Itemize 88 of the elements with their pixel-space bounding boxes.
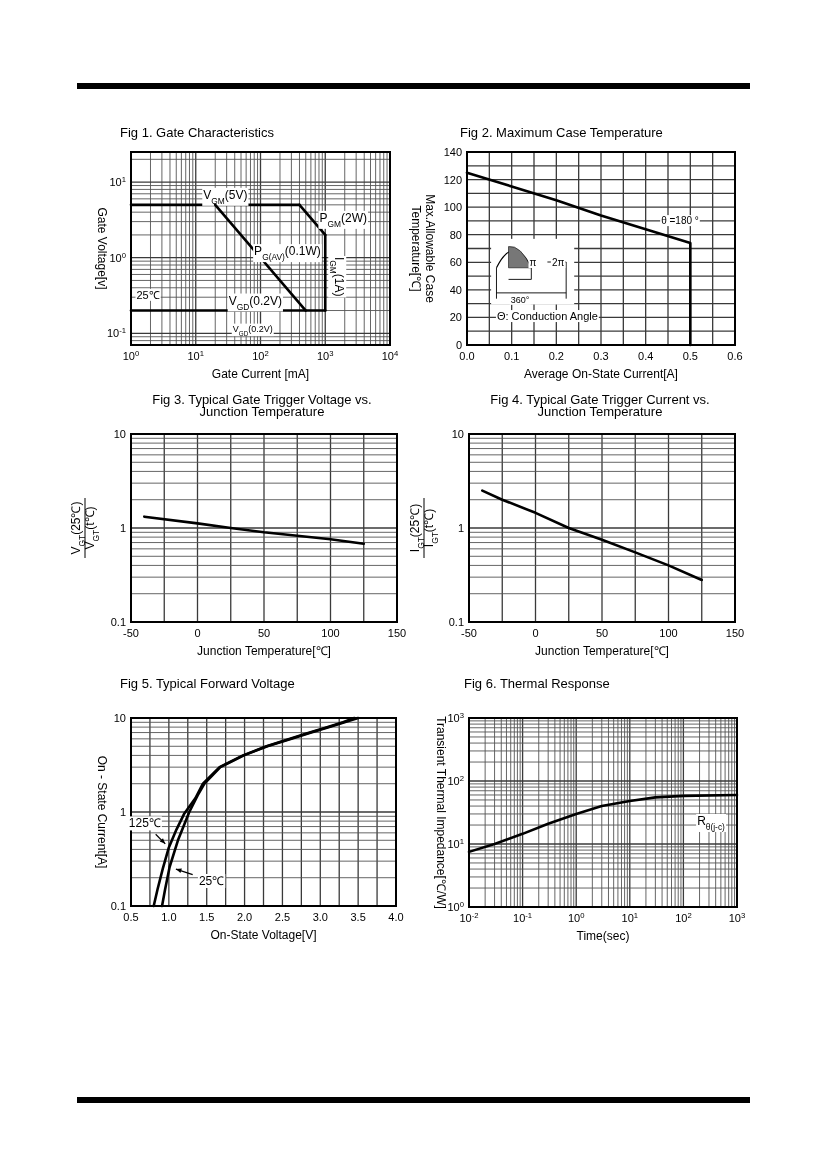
x-tick-label: 4.0 bbox=[388, 911, 404, 923]
annotation: 360° bbox=[510, 294, 530, 305]
y-tick-label: 0.1 bbox=[448, 616, 464, 628]
y-tick-label: 60 bbox=[449, 256, 462, 269]
chart-title: Fig 2. Maximum Case Temperature bbox=[460, 125, 663, 140]
x-tick-label: 100 bbox=[659, 627, 678, 639]
x-axis-title: Junction Temperature[℃] bbox=[535, 644, 669, 658]
series-label: V$_{GM}$(5V) bbox=[203, 187, 248, 206]
annotation: Θ: Conduction Angle bbox=[496, 310, 598, 323]
text: 25℃ bbox=[198, 873, 225, 888]
series-label: R$_{θ(j-c)}$ bbox=[697, 813, 726, 832]
annotation: π bbox=[529, 257, 537, 269]
y-tick-label: 1 bbox=[119, 806, 126, 818]
x-tick-label: 10$^{3}$ bbox=[316, 348, 334, 362]
x-tick-label: 0.6 bbox=[727, 350, 743, 362]
chart-title: Fig 3. Typical Gate Trigger Voltage vs. Junction Temperature bbox=[152, 392, 372, 420]
chart-title: Fig 6. Thermal Response bbox=[464, 676, 610, 691]
x-tick-label: 10$^{0}$ bbox=[567, 910, 585, 924]
x-tick-label: 0.2 bbox=[548, 350, 564, 362]
y-tick-label: 0.1 bbox=[110, 900, 126, 912]
y-tick-label: 1 bbox=[457, 522, 464, 534]
chart-title: Fig 5. Typical Forward Voltage bbox=[120, 676, 295, 691]
x-tick-label: 10$^{3}$ bbox=[728, 910, 746, 924]
y-tick-label: 0.1 bbox=[110, 616, 126, 628]
x-tick-label: 0 bbox=[532, 627, 539, 639]
x-tick-label: 2.5 bbox=[274, 911, 291, 923]
x-axis-title: Junction Temperature[℃] bbox=[197, 644, 331, 658]
annotation: θ =180 ° bbox=[661, 215, 699, 227]
y-tick-label: 10$^{0}$ bbox=[447, 899, 464, 913]
y-tick-label: 0 bbox=[455, 339, 462, 351]
x-tick-label: 150 bbox=[387, 627, 407, 639]
annotation: V$_{GD}$(0.2V) bbox=[232, 323, 273, 337]
y-tick-label: 120 bbox=[443, 173, 462, 186]
x-tick-label: 2.0 bbox=[236, 911, 253, 923]
chart-title: Fig 1. Gate Characteristics bbox=[120, 125, 275, 140]
y-tick-label: 80 bbox=[449, 228, 462, 241]
y-tick-label: 10$^{0}$ bbox=[109, 250, 126, 264]
y-tick-label: 10 bbox=[113, 712, 126, 724]
y-tick-label: 20 bbox=[449, 311, 462, 324]
x-tick-label: 1.0 bbox=[161, 911, 177, 923]
x-axis-title: Time(sec) bbox=[576, 929, 630, 943]
series-label: P$_{G(AV)}$(0.1W) bbox=[254, 244, 321, 263]
x-tick-label: 0.4 bbox=[638, 350, 654, 362]
y-tick-label: 10$^{1}$ bbox=[447, 836, 464, 850]
x-tick-label: 10$^{1}$ bbox=[187, 348, 205, 362]
x-tick-label: 150 bbox=[725, 627, 745, 639]
y-axis-title: Max.Allowable Case Temperature[℃] bbox=[409, 194, 437, 304]
x-tick-label: 10$^{2}$ bbox=[675, 910, 692, 924]
y-axis-title: Gate Voltage[v] bbox=[95, 207, 109, 290]
y-tick-label: 10$^{2}$ bbox=[447, 773, 464, 787]
y-tick-label: 10 bbox=[113, 428, 126, 440]
x-tick-label: 10$^{-2}$ bbox=[459, 910, 479, 924]
x-tick-label: 0.5 bbox=[123, 911, 139, 923]
series-label: V$_{GD}$(0.2V) bbox=[228, 293, 282, 312]
x-tick-label: -50 bbox=[123, 627, 139, 639]
x-tick-label: -50 bbox=[461, 627, 477, 639]
y-tick-label: 10 bbox=[451, 428, 464, 440]
y-axis-title: On - State Current[A] bbox=[95, 755, 109, 869]
x-axis-title: On-State Voltage[V] bbox=[210, 928, 317, 942]
x-tick-label: 50 bbox=[257, 627, 271, 639]
x-tick-label: 0.1 bbox=[504, 350, 520, 362]
x-tick-label: 10$^{4}$ bbox=[381, 348, 399, 362]
y-axis-title: Transient Thermal Impedance[℃/W] bbox=[434, 716, 448, 909]
x-axis-title: Average On-State Current[A] bbox=[524, 367, 678, 381]
x-tick-label: 0.3 bbox=[593, 350, 609, 362]
x-tick-label: 100 bbox=[321, 627, 340, 639]
y-tick-label: 40 bbox=[449, 283, 462, 296]
y-tick-label: 1 bbox=[119, 522, 126, 534]
x-tick-label: 0 bbox=[194, 627, 201, 639]
x-tick-label: 3.0 bbox=[312, 911, 328, 923]
x-tick-label: 10$^{2}$ bbox=[252, 348, 269, 362]
y-tick-label: 10$^{-1}$ bbox=[106, 325, 126, 340]
x-tick-label: 10$^{1}$ bbox=[621, 910, 639, 924]
series-label: 125℃ bbox=[128, 816, 161, 831]
x-tick-label: 1.5 bbox=[199, 911, 215, 923]
y-tick-label: 100 bbox=[443, 201, 462, 214]
y-tick-label: 10$^{3}$ bbox=[447, 710, 464, 724]
x-tick-label: 3.5 bbox=[350, 911, 366, 923]
x-tick-label: 0.5 bbox=[682, 350, 698, 362]
y-tick-label: 140 bbox=[443, 146, 462, 158]
x-tick-label: 10$^{-1}$ bbox=[513, 910, 533, 924]
chart-title: Fig 4. Typical Gate Trigger Current vs. Junction Temperature bbox=[490, 392, 710, 420]
x-tick-label: 0.0 bbox=[459, 350, 475, 362]
series-label: P$_{GM}$(2W) bbox=[319, 210, 367, 229]
y-tick-label: 10$^{1}$ bbox=[109, 174, 126, 189]
x-tick-label: 50 bbox=[595, 627, 609, 639]
x-axis-title: Gate Current [mA] bbox=[211, 367, 310, 381]
annotation: 25℃ bbox=[136, 288, 160, 301]
